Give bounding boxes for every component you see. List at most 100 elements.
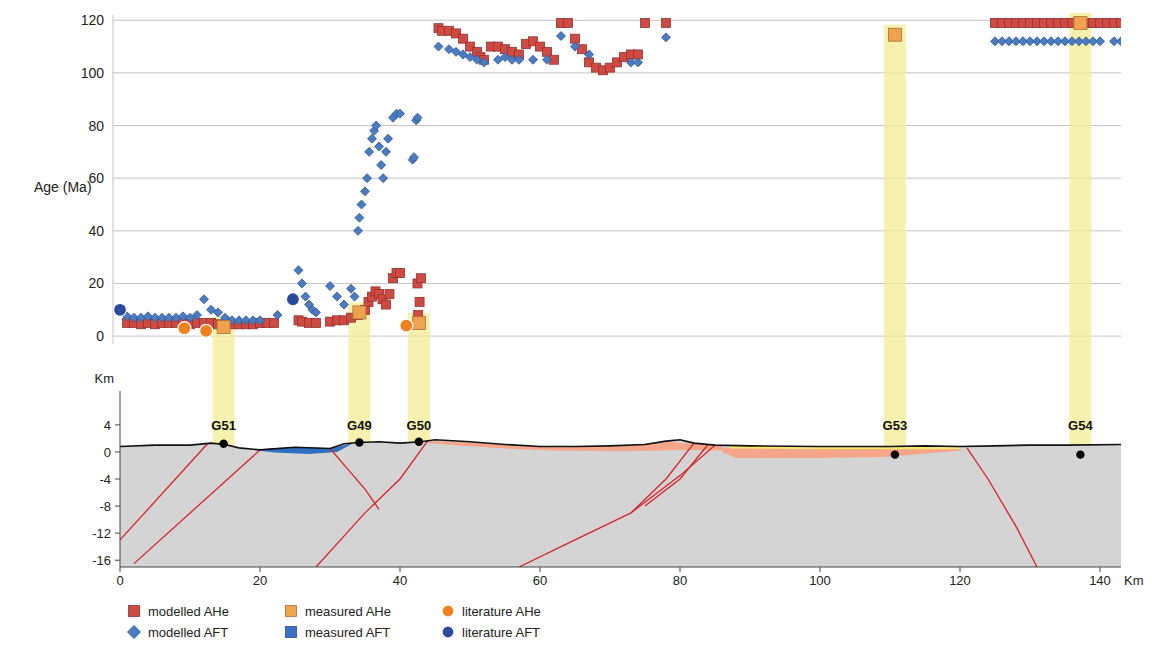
sample-point (355, 438, 363, 446)
point (312, 318, 321, 327)
legend-marker (442, 605, 454, 617)
point (333, 292, 342, 301)
x-tick (400, 567, 401, 572)
point (415, 297, 424, 306)
grid-line (113, 178, 1121, 179)
section-axes: 40-4-8-12-16Km020406080100120140Km (92, 371, 1143, 588)
point (529, 55, 538, 64)
point (301, 292, 310, 301)
x-tick-label: 40 (393, 573, 407, 588)
fault (330, 449, 379, 510)
series-4 (178, 319, 413, 337)
grid: 020406080100120 (81, 12, 1121, 344)
y-axis-title: Km (95, 371, 115, 386)
grid-line (113, 72, 1121, 73)
legend-marker (128, 626, 141, 639)
fault (519, 445, 715, 567)
sample-point (219, 440, 227, 448)
point (434, 42, 443, 51)
grid-line (113, 125, 1121, 126)
sample-band (884, 25, 906, 457)
point (312, 308, 321, 317)
legend-label: modelled AHe (148, 604, 229, 619)
x-tick (260, 567, 261, 572)
point (200, 324, 213, 337)
y-tick-label: 0 (96, 328, 104, 344)
point (372, 121, 381, 130)
point (298, 279, 307, 288)
y-tick-label: 4 (104, 418, 111, 433)
point (256, 316, 265, 325)
x-tick (820, 567, 821, 572)
sample-point (1076, 450, 1084, 458)
fault (120, 444, 208, 540)
x-axis-line (120, 567, 1121, 568)
point (662, 33, 671, 42)
point (340, 300, 349, 309)
point (350, 292, 359, 301)
y-tick-label: -4 (99, 472, 111, 487)
point (379, 174, 388, 183)
point (353, 306, 366, 319)
point (357, 200, 366, 209)
sample-label: G50 (407, 418, 432, 433)
y-tick (115, 451, 120, 452)
fault (134, 450, 260, 564)
point (396, 268, 405, 277)
point (365, 147, 374, 156)
point (270, 318, 279, 327)
topography (120, 440, 1121, 450)
x-tick-label: 120 (949, 573, 971, 588)
section (120, 440, 1121, 567)
y-tick-label: 0 (104, 445, 111, 460)
point (368, 134, 377, 143)
x-tick-label: 0 (116, 573, 123, 588)
point (355, 213, 364, 222)
point (361, 187, 370, 196)
legend-label: literature AFT (462, 625, 540, 640)
points (114, 16, 1122, 337)
y-tick (115, 506, 120, 507)
sample-label: G53 (883, 418, 908, 433)
point (641, 18, 650, 27)
legend-label: literature AHe (462, 604, 541, 619)
fault (631, 443, 694, 513)
point (400, 319, 413, 332)
x-axis-title: Km (1124, 573, 1144, 588)
point (1096, 37, 1105, 46)
bedrock (120, 440, 1121, 567)
point (543, 55, 552, 64)
point (382, 147, 391, 156)
point (410, 153, 419, 162)
point (377, 161, 386, 170)
point (412, 316, 425, 329)
samples: G51G49G50G53G54 (211, 418, 1093, 459)
point (396, 109, 405, 118)
y-tick (115, 560, 120, 561)
y-tick-label: -12 (92, 526, 111, 541)
geologic-unit (722, 448, 960, 458)
x-tick-label: 20 (253, 573, 267, 588)
point (662, 18, 671, 27)
point (557, 32, 566, 41)
fault (645, 444, 708, 506)
y-axis-title: Age (Ma) (34, 179, 92, 195)
legend: modelled AHemodelled AFTmeasured AHemeas… (128, 604, 541, 640)
x-tick (680, 567, 681, 572)
point (172, 313, 181, 322)
x-tick-label: 80 (673, 573, 687, 588)
x-tick-label: 60 (533, 573, 547, 588)
point (178, 322, 191, 335)
point (564, 18, 573, 27)
grid-line (113, 20, 1121, 21)
y-tick-label: -8 (99, 499, 111, 514)
point (354, 226, 363, 235)
point (385, 289, 394, 298)
point (217, 320, 230, 333)
point (200, 295, 209, 304)
point (1117, 37, 1122, 46)
x-tick-label: 140 (1089, 573, 1111, 588)
y-tick (115, 533, 120, 534)
point (326, 282, 335, 291)
y-tick-label: 40 (88, 223, 104, 239)
